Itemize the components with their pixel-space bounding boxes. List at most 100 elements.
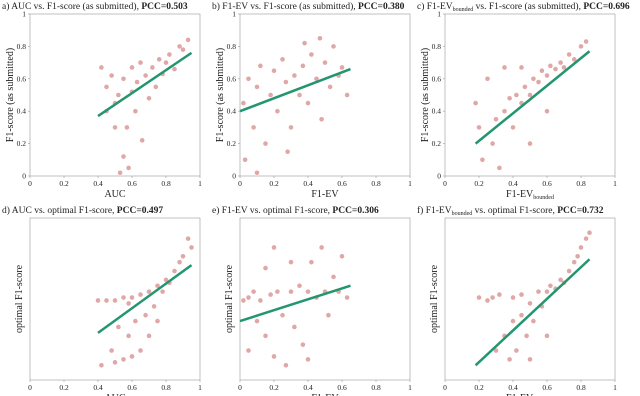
point [155, 283, 160, 289]
point [251, 125, 256, 130]
plot-frame [29, 217, 201, 381]
text-part: PCC=0.696 [583, 2, 630, 12]
point [339, 65, 345, 70]
point [263, 333, 268, 339]
point [242, 157, 248, 163]
point [527, 92, 533, 98]
plot-frame [239, 13, 411, 177]
point [275, 289, 280, 294]
x-tick-label: 1 [198, 179, 202, 188]
y-tick-label: 1 [22, 10, 26, 19]
point [566, 268, 572, 274]
point [558, 277, 563, 283]
text-part: PCC=0.497 [117, 206, 164, 216]
point [121, 357, 126, 362]
y-tick-label: 0.8 [17, 42, 27, 51]
point [527, 357, 533, 362]
text-part: bounded [452, 211, 473, 217]
point [177, 259, 182, 265]
plot-frame [239, 217, 411, 381]
x-tick-label: 0.4 [508, 383, 518, 392]
panel: b) F1-EV vs. F1-score (as submitted), PC… [212, 1, 412, 200]
point [558, 60, 563, 65]
point [258, 298, 263, 303]
x-tick-label: 0.6 [337, 179, 347, 188]
point [331, 274, 336, 280]
point [112, 298, 118, 303]
point [544, 333, 550, 339]
x-tick-label: 1 [408, 179, 412, 188]
x-tick-label: 0.6 [337, 383, 347, 392]
panel-title: a) AUC vs. F1-score (as submitted), PCC=… [2, 1, 188, 12]
x-tick-label: 0 [28, 179, 32, 188]
x-axis-label: F1-EVbounded [506, 189, 554, 201]
point [510, 295, 516, 300]
point [172, 66, 177, 72]
text-part: F1-EV [506, 393, 534, 396]
point [163, 277, 169, 283]
point [490, 141, 495, 146]
point [292, 73, 297, 78]
y-tick-label: 0.2 [17, 139, 27, 148]
fit-line [97, 264, 193, 334]
y-tick-label: 0.6 [17, 74, 27, 83]
point [575, 253, 580, 259]
point [143, 73, 148, 78]
x-tick-label: 0.4 [93, 383, 103, 392]
x-tick-label: 0.8 [576, 179, 586, 188]
text-part: c) F1-EV [417, 1, 453, 12]
text-part: PCC=0.503 [141, 2, 188, 12]
point [485, 298, 490, 303]
point [527, 141, 533, 146]
point [587, 230, 592, 236]
point [502, 108, 507, 114]
point [258, 63, 263, 69]
point [126, 301, 131, 306]
point [124, 125, 130, 130]
point [292, 324, 297, 330]
panel: c) F1-EVbounded vs. F1-score (as submitt… [417, 1, 630, 201]
point [275, 108, 280, 114]
text-part: vs. optimal F1-score, [472, 206, 557, 216]
panel-title: b) F1-EV vs. F1-score (as submitted), PC… [212, 1, 405, 12]
point [121, 295, 126, 300]
point [519, 312, 524, 318]
point [288, 125, 294, 130]
point [126, 333, 131, 339]
point [480, 157, 485, 163]
point [246, 295, 251, 300]
point [300, 342, 306, 347]
point [339, 253, 345, 259]
point [172, 268, 177, 274]
fit-line [474, 50, 591, 145]
y-tick-label: 0.6 [432, 74, 442, 83]
point [268, 92, 273, 98]
y-axis-label: F1-score (as submitted) [5, 48, 16, 142]
y-axis-label: optimal F1-score [429, 264, 440, 333]
point [314, 76, 319, 82]
point [138, 60, 143, 65]
y-tick-label: 0 [437, 172, 441, 181]
x-tick-label: 1 [198, 383, 202, 392]
point [583, 39, 589, 44]
point [254, 318, 260, 324]
point [327, 84, 333, 90]
point [133, 108, 138, 114]
y-axis-label: F1-score (as submitted) [420, 48, 431, 142]
point [150, 65, 155, 70]
text-part: d) AUC vs. optimal F1-score, [2, 205, 117, 216]
x-tick-label: 0.2 [59, 179, 69, 188]
point [531, 76, 536, 82]
point [493, 117, 499, 122]
point [263, 265, 268, 271]
point [302, 40, 307, 46]
panel-title: e) F1-EV vs. optimal F1-score, PCC=0.306 [212, 205, 379, 216]
point [146, 95, 152, 101]
point [536, 79, 541, 85]
point [163, 60, 169, 65]
point [583, 236, 589, 241]
x-tick-label: 0.2 [474, 179, 484, 188]
point [497, 165, 502, 171]
x-tick-label: 0.4 [303, 179, 313, 188]
fit-line [474, 258, 591, 367]
